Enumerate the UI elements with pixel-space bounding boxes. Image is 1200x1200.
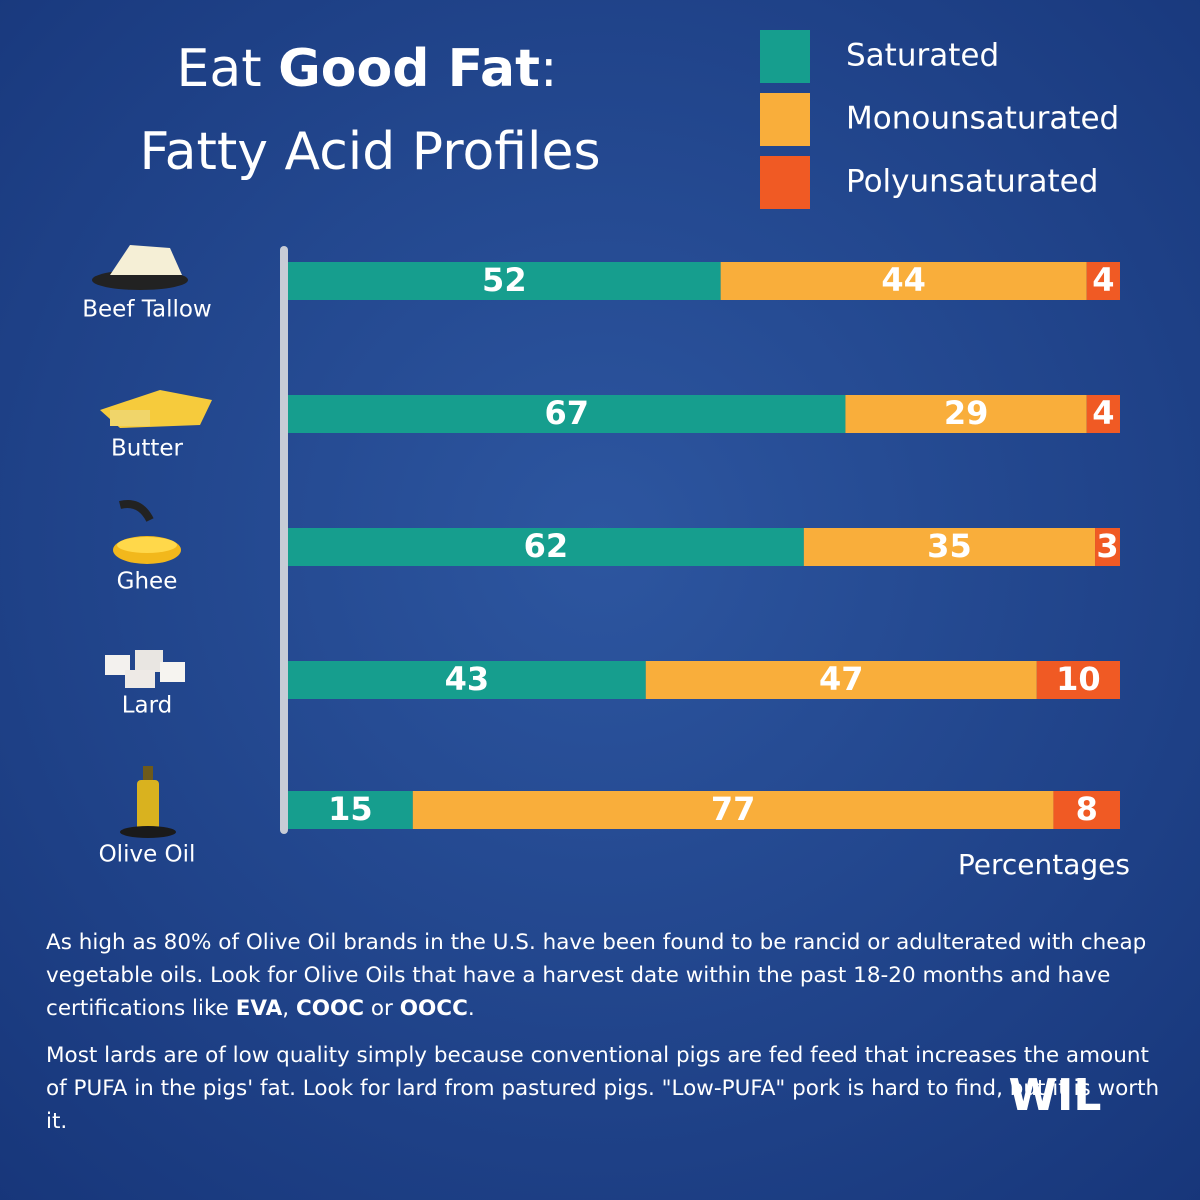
value-label: 4 [1092,261,1114,299]
bar-segment [1053,791,1120,829]
bar-segment [288,661,646,699]
legend-swatch [760,93,810,146]
bar-segment [803,528,1096,566]
bar-segment [1095,528,1120,566]
legend-swatch [760,30,810,83]
chart-subtitle: Fatty Acid Profiles [139,122,600,182]
note-text: or [364,996,400,1021]
note-text: Most lards are of low quality simply bec… [46,1043,1160,1134]
value-label: 67 [544,394,589,432]
bar-segment [1086,395,1120,433]
legend-swatch [760,156,810,209]
note-text: . [467,996,475,1021]
category-label: Ghee [117,569,178,595]
bar-segment [720,262,1087,300]
value-label: 62 [524,527,569,565]
note-text: OOCC [399,996,468,1021]
note-text: EVA [235,996,283,1021]
value-label: 4 [1092,394,1114,432]
category-label: Beef Tallow [82,297,212,323]
note: As high as 80% of Olive Oil brands in th… [46,926,1166,1025]
logo: WIL [1009,1070,1102,1121]
legend-label: Polyunsaturated [846,164,1098,200]
bar-segment [1036,661,1120,699]
x-axis-label: Percentages [958,848,1130,881]
note-text: COOC [295,996,365,1021]
bar-segment [645,661,1037,699]
notes: As high as 80% of Olive Oil brands in th… [46,926,1166,1152]
icons [92,245,212,838]
value-label: 29 [944,394,989,432]
bar-segment [288,262,721,300]
value-label: 35 [927,527,972,565]
value-label: 77 [711,790,756,828]
category-label: Olive Oil [99,842,196,868]
bar-segment [412,791,1054,829]
title-part: Eat [176,39,278,99]
category-label: Lard [122,693,173,719]
chart-title: Eat Good Fat: [176,39,557,99]
note-text: As high as 80% of Olive Oil brands in th… [46,930,1147,1021]
value-label: 8 [1076,790,1098,828]
value-label: 47 [819,660,864,698]
value-label: 10 [1056,660,1101,698]
value-label: 44 [881,261,926,299]
value-label: 43 [445,660,490,698]
note: Most lards are of low quality simply bec… [46,1039,1166,1138]
bar-segment [288,528,804,566]
bar-segment [845,395,1087,433]
bar-segment [288,791,413,829]
bar-segment [1086,262,1120,300]
value-label: 3 [1096,527,1118,565]
bar-segment [288,395,846,433]
title-part: : [540,39,558,99]
value-label: 15 [328,790,373,828]
legend-label: Monounsaturated [846,101,1119,137]
title-part: Good Fat [278,39,540,99]
legend-label: Saturated [846,38,999,74]
note-text: , [282,996,296,1021]
value-label: 52 [482,261,527,299]
category-label: Butter [111,436,184,462]
